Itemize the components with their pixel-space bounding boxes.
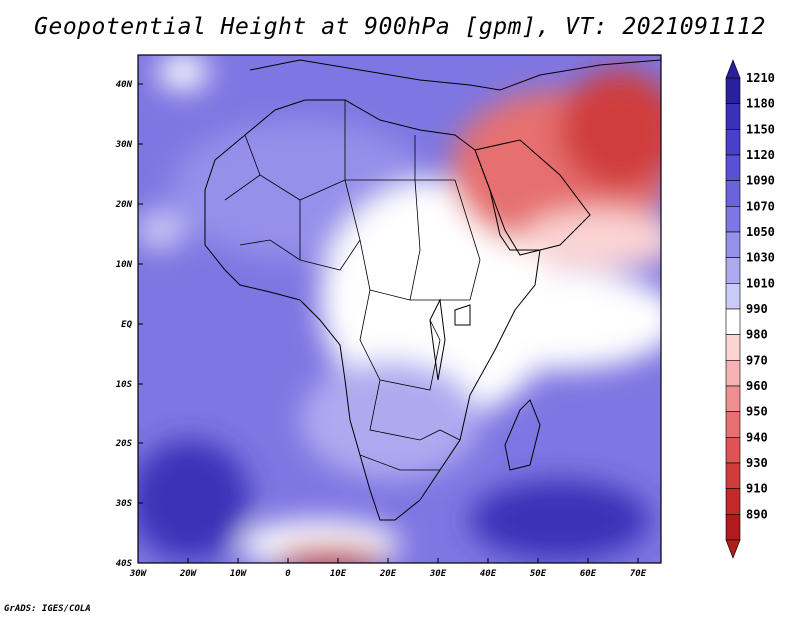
colorbar-label: 940 (746, 430, 768, 444)
colorbar-label: 990 (746, 302, 768, 316)
lon-label: 10W (230, 569, 248, 579)
colorbar-label: 1150 (746, 122, 775, 136)
lat-label: 40S (116, 559, 133, 569)
colorbar-swatch (725, 411, 741, 438)
colorbar-label: 1210 (746, 71, 775, 85)
lon-label: 30W (129, 569, 148, 579)
colorbar-label: 1120 (746, 148, 775, 162)
colorbar-swatch (725, 180, 741, 207)
lon-axis: 30W 20W 10W 0 10E 20E 30E 40E 50E 60E 70… (129, 558, 647, 579)
arabia-coastline (474, 139, 591, 256)
colorbar-swatch (725, 488, 741, 515)
chart-title: Geopotential Height at 900hPa [gpm], VT:… (34, 14, 766, 40)
colorbar-label: 1070 (746, 199, 775, 213)
field-cape-verde (138, 210, 185, 250)
lat-label: 10S (116, 380, 133, 390)
colorbar-swatch (725, 283, 741, 310)
colorbar-label: 960 (746, 379, 768, 393)
field-south-atlantic-low (275, 546, 385, 563)
colorbar-swatch (725, 462, 741, 489)
field-iran (560, 70, 661, 190)
colorbar-label: 1010 (746, 276, 775, 290)
colorbar: 1210 1180 1150 1120 1090 1070 1050 1030 1010 990 9… (725, 59, 775, 559)
colorbar-swatch (725, 360, 741, 387)
africa-coastline (204, 99, 541, 521)
colorbar-swatch (725, 103, 741, 130)
coastlines (204, 59, 661, 521)
lat-label: 30S (115, 499, 133, 509)
lake-tanganyika (429, 298, 446, 381)
lake-victoria (454, 304, 471, 326)
colorbar-bottom-arrow (725, 539, 741, 559)
colorbar-label: 950 (746, 405, 768, 419)
colorbar-swatch (725, 437, 741, 464)
lat-label: 10N (116, 260, 133, 270)
colorbar-label: 1090 (746, 174, 775, 188)
colorbar-label: 1180 (746, 97, 775, 111)
colorbar-label: 930 (746, 456, 768, 470)
lat-label: 40N (116, 80, 133, 90)
colorbar-swatch (725, 129, 741, 156)
europe-coastline (249, 59, 661, 91)
country-borders (224, 100, 481, 471)
border-angola-zambia (369, 379, 461, 441)
field-southern-africa (300, 360, 480, 480)
lon-label: 50E (530, 569, 547, 579)
height-field (138, 55, 661, 563)
colorbar-swatch (725, 206, 741, 233)
field-indian-ocean-north (440, 270, 661, 370)
lat-label: 20N (115, 200, 133, 210)
field-atlantic-high (138, 440, 250, 560)
border-drc (359, 289, 441, 391)
colorbar-top-arrow (725, 59, 741, 79)
colorbar-swatch (725, 308, 741, 335)
colorbar-swatch (725, 231, 741, 258)
lat-label: EQ (121, 320, 132, 330)
lon-label: 70E (630, 569, 647, 579)
colorbar-swatch (725, 154, 741, 181)
credit-label: GrADS: IGES/COLA (4, 604, 91, 614)
colorbar-label: 980 (746, 328, 768, 342)
colorbar-label: 1030 (746, 251, 775, 265)
colorbar-swatch (725, 334, 741, 361)
field-arabian-sea (520, 210, 661, 270)
lon-label: 20E (379, 569, 397, 579)
border-west-africa (224, 174, 301, 261)
colorbar-label: 970 (746, 353, 768, 367)
madagascar-coastline (504, 399, 541, 471)
border-namibia-sa (359, 454, 440, 471)
colorbar-swatch (725, 77, 741, 104)
field-azores (158, 55, 208, 90)
colorbar-label: 910 (746, 482, 768, 496)
border-sudan (410, 179, 481, 301)
lat-label: 20S (115, 439, 133, 449)
lon-label: 0 (285, 569, 291, 579)
border-niger (299, 179, 361, 271)
lon-label: 10E (330, 569, 347, 579)
lat-label: 30N (115, 140, 133, 150)
colorbar-label: 1050 (746, 225, 775, 239)
lon-label: 20W (179, 569, 198, 579)
lat-axis: 40N 30N 20N 10N EQ 10S 20S 30S 40S (115, 80, 143, 569)
colorbar-label: 890 (746, 507, 768, 521)
colorbar-swatch (725, 257, 741, 284)
field-indian-high (470, 480, 650, 560)
lon-label: 30E (429, 569, 447, 579)
plot-frame (137, 54, 662, 564)
lon-label: 40E (480, 569, 497, 579)
colorbar-swatch (725, 385, 741, 412)
lon-label: 60E (580, 569, 597, 579)
colorbar-swatch (725, 514, 741, 541)
